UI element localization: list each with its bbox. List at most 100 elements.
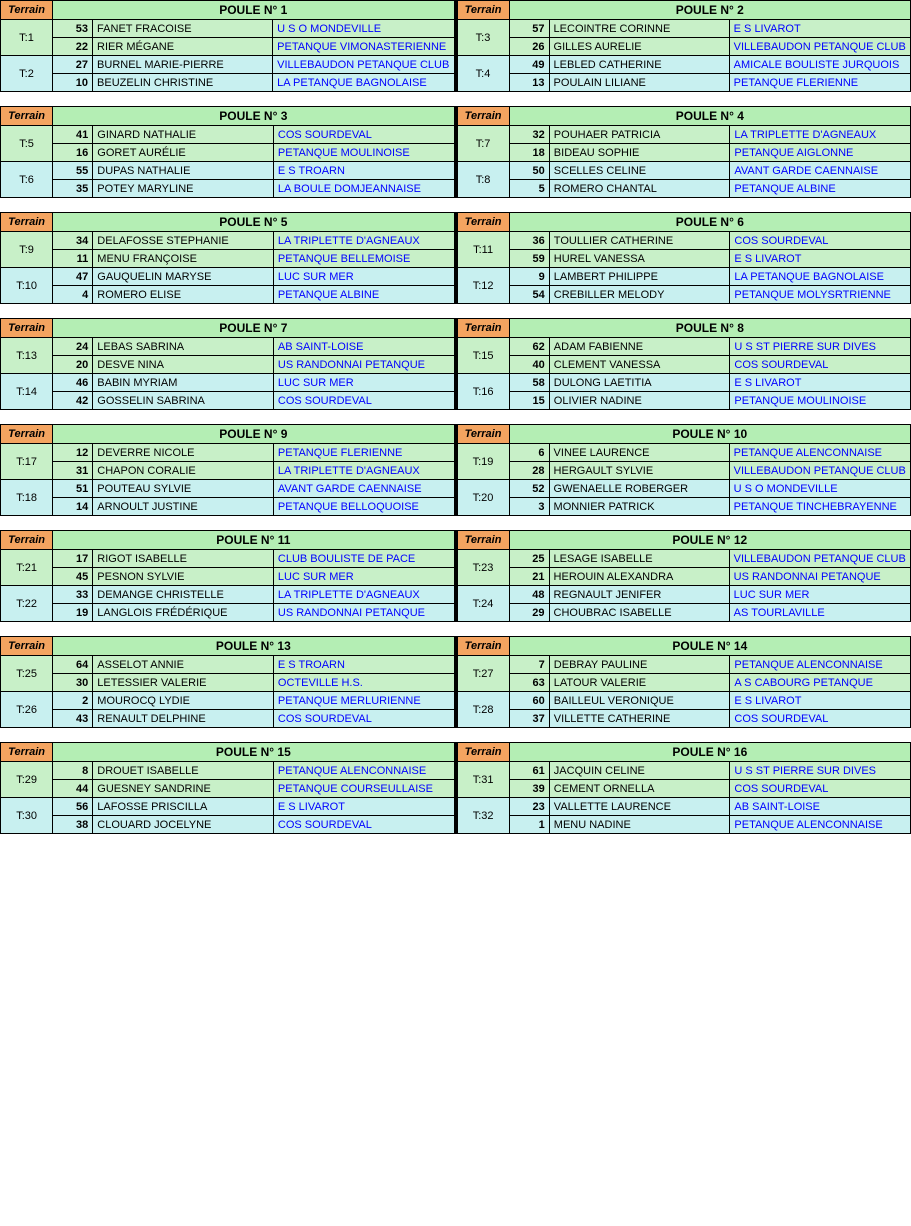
club-link[interactable]: AVANT GARDE CAENNAISE [730,162,911,180]
club-link[interactable]: LA BOULE DOMJEANNAISE [273,180,454,198]
club-link[interactable]: VILLEBAUDON PETANQUE CLUB [729,462,910,480]
player-number: 53 [53,20,93,38]
club-link[interactable]: E S LIVAROT [730,692,911,710]
poule-table: TerrainPOULE N° 3T:541GINARD NATHALIECOS… [0,106,455,198]
poule-header: POULE N° 3 [53,107,454,126]
poule-table: TerrainPOULE N° 7T:1324LEBAS SABRINAAB S… [0,318,455,410]
club-link[interactable]: COS SOURDEVAL [730,780,911,798]
club-link[interactable]: LA TRIPLETTE D'AGNEAUX [273,586,454,604]
club-link[interactable]: LA PETANQUE BAGNOLAISE [730,268,911,286]
club-link[interactable]: AVANT GARDE CAENNAISE [273,480,454,498]
poule-header: POULE N° 12 [509,531,910,550]
club-link[interactable]: PETANQUE TINCHEBRAYENNE [729,498,910,516]
club-link[interactable]: PETANQUE ALBINE [273,286,454,304]
poule-table: TerrainPOULE N° 10T:196VINEE LAURENCEPET… [457,424,911,516]
club-link[interactable]: LA TRIPLETTE D'AGNEAUX [273,462,454,480]
club-link[interactable]: PETANQUE MERLURIENNE [273,692,454,710]
club-link[interactable]: COS SOURDEVAL [273,126,454,144]
club-link[interactable]: COS SOURDEVAL [730,232,911,250]
club-link[interactable]: PETANQUE COURSEULLAISE [273,780,454,798]
club-link[interactable]: PETANQUE FLERIENNE [273,444,454,462]
club-link[interactable]: PETANQUE BELLOQUOISE [273,498,454,516]
club-link[interactable]: AS TOURLAVILLE [729,604,910,622]
poule-table: TerrainPOULE N° 1T:153FANET FRACOISEU S … [0,0,455,92]
player-number: 58 [509,374,549,392]
club-link[interactable]: PETANQUE ALENCONNAISE [730,656,911,674]
poule-col-right: TerrainPOULE N° 10T:196VINEE LAURENCEPET… [457,424,911,516]
player-name: PESNON SYLVIE [93,568,274,586]
terrain-cell: T:19 [457,444,509,480]
club-link[interactable]: CLUB BOULISTE DE PACE [273,550,454,568]
terrain-header: Terrain [457,319,509,338]
club-link[interactable]: PETANQUE ALENCONNAISE [729,444,910,462]
player-number: 37 [509,710,549,728]
club-link[interactable]: AMICALE BOULISTE JURQUOIS [729,56,910,74]
club-link[interactable]: U S O MONDEVILLE [729,480,910,498]
poule-table: TerrainPOULE N° 14T:277DEBRAY PAULINEPET… [457,636,911,728]
club-link[interactable]: US RANDONNAI PETANQUE [273,356,454,374]
club-link[interactable]: US RANDONNAI PETANQUE [729,568,910,586]
club-link[interactable]: U S O MONDEVILLE [273,20,454,38]
club-link[interactable]: COS SOURDEVAL [730,356,911,374]
club-link[interactable]: E S TROARN [273,162,454,180]
club-link[interactable]: PETANQUE MOULINOISE [730,392,911,410]
poule-header: POULE N° 2 [509,1,910,20]
club-link[interactable]: AB SAINT-LOISE [273,338,454,356]
club-link[interactable]: PETANQUE VIMONASTERIENNE [273,38,454,56]
poule-row: TerrainPOULE N° 7T:1324LEBAS SABRINAAB S… [0,318,911,410]
terrain-cell: T:12 [457,268,509,304]
club-link[interactable]: LA TRIPLETTE D'AGNEAUX [273,232,454,250]
block-spacer [0,728,911,742]
club-link[interactable]: AB SAINT-LOISE [730,798,911,816]
club-link[interactable]: VILLEBAUDON PETANQUE CLUB [729,550,910,568]
club-link[interactable]: PETANQUE ALBINE [730,180,911,198]
club-link[interactable]: PETANQUE ALENCONNAISE [730,816,911,834]
club-link[interactable]: COS SOURDEVAL [273,392,454,410]
club-link[interactable]: LUC SUR MER [273,374,454,392]
player-name: GILLES AURELIE [549,38,729,56]
club-link[interactable]: A S CABOURG PETANQUE [730,674,911,692]
player-name: HERGAULT SYLVIE [549,462,729,480]
club-link[interactable]: E S LIVAROT [730,374,911,392]
player-name: GORET AURÉLIE [93,144,274,162]
club-link[interactable]: E S LIVAROT [730,250,911,268]
club-link[interactable]: U S ST PIERRE SUR DIVES [730,762,911,780]
player-number: 24 [53,338,93,356]
club-link[interactable]: PETANQUE ALENCONNAISE [273,762,454,780]
club-link[interactable]: LA TRIPLETTE D'AGNEAUX [730,126,911,144]
club-link[interactable]: LUC SUR MER [729,586,910,604]
club-link[interactable]: COS SOURDEVAL [730,710,911,728]
poule-header: POULE N° 14 [509,637,910,656]
club-link[interactable]: E S LIVAROT [729,20,910,38]
terrain-cell: T:26 [1,692,53,728]
club-link[interactable]: COS SOURDEVAL [273,710,454,728]
club-link[interactable]: COS SOURDEVAL [273,816,454,834]
club-link[interactable]: PETANQUE MOLYSRTRIENNE [730,286,911,304]
player-name: LEBLED CATHERINE [549,56,729,74]
poule-col-left: TerrainPOULE N° 1T:153FANET FRACOISEU S … [0,0,457,92]
club-link[interactable]: PETANQUE FLERIENNE [729,74,910,92]
club-link[interactable]: PETANQUE MOULINOISE [273,144,454,162]
club-link[interactable]: U S ST PIERRE SUR DIVES [730,338,911,356]
player-name: MONNIER PATRICK [549,498,729,516]
club-link[interactable]: US RANDONNAI PETANQUE [273,604,454,622]
club-link[interactable]: PETANQUE AIGLONNE [730,144,911,162]
club-link[interactable]: VILLEBAUDON PETANQUE CLUB [729,38,910,56]
player-name: BURNEL MARIE-PIERRE [93,56,273,74]
club-link[interactable]: E S LIVAROT [273,798,454,816]
player-number: 64 [53,656,93,674]
club-link[interactable]: OCTEVILLE H.S. [273,674,454,692]
club-link[interactable]: LUC SUR MER [273,268,454,286]
terrain-cell: T:25 [1,656,53,692]
poule-col-right: TerrainPOULE N° 16T:3161JACQUIN CELINEU … [457,742,911,834]
player-number: 23 [509,798,549,816]
club-link[interactable]: LA PETANQUE BAGNOLAISE [273,74,454,92]
terrain-cell: T:6 [1,162,53,198]
player-name: CHAPON CORALIE [93,462,274,480]
club-link[interactable]: LUC SUR MER [273,568,454,586]
club-link[interactable]: VILLEBAUDON PETANQUE CLUB [273,56,454,74]
block-spacer [0,92,911,106]
terrain-cell: T:16 [457,374,509,410]
club-link[interactable]: PETANQUE BELLEMOISE [273,250,454,268]
club-link[interactable]: E S TROARN [273,656,454,674]
